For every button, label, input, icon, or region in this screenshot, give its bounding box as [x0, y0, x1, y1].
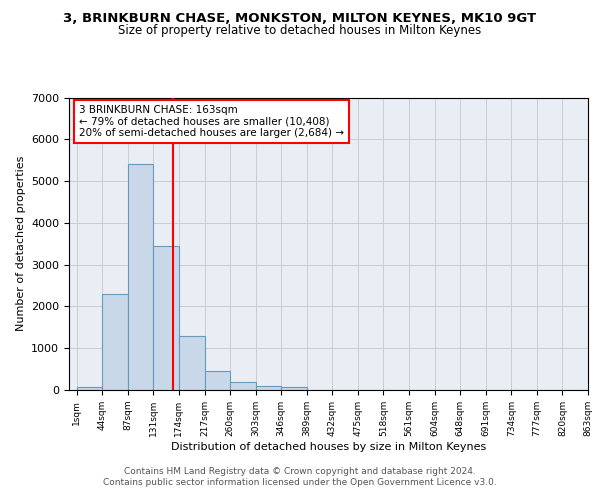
Text: 3, BRINKBURN CHASE, MONKSTON, MILTON KEYNES, MK10 9GT: 3, BRINKBURN CHASE, MONKSTON, MILTON KEY… [64, 12, 536, 26]
Bar [230, 382, 256, 390]
Y-axis label: Number of detached properties: Number of detached properties [16, 156, 26, 332]
X-axis label: Distribution of detached houses by size in Milton Keynes: Distribution of detached houses by size … [171, 442, 486, 452]
Bar [205, 371, 230, 390]
Text: Contains HM Land Registry data © Crown copyright and database right 2024.: Contains HM Land Registry data © Crown c… [124, 467, 476, 476]
Text: 3 BRINKBURN CHASE: 163sqm
← 79% of detached houses are smaller (10,408)
20% of s: 3 BRINKBURN CHASE: 163sqm ← 79% of detac… [79, 105, 344, 138]
Bar [179, 336, 205, 390]
Bar [154, 246, 179, 390]
Text: Size of property relative to detached houses in Milton Keynes: Size of property relative to detached ho… [118, 24, 482, 37]
Bar [102, 294, 128, 390]
Bar [77, 386, 102, 390]
Bar [281, 388, 307, 390]
Text: Contains public sector information licensed under the Open Government Licence v3: Contains public sector information licen… [103, 478, 497, 487]
Bar [256, 386, 281, 390]
Bar [128, 164, 154, 390]
